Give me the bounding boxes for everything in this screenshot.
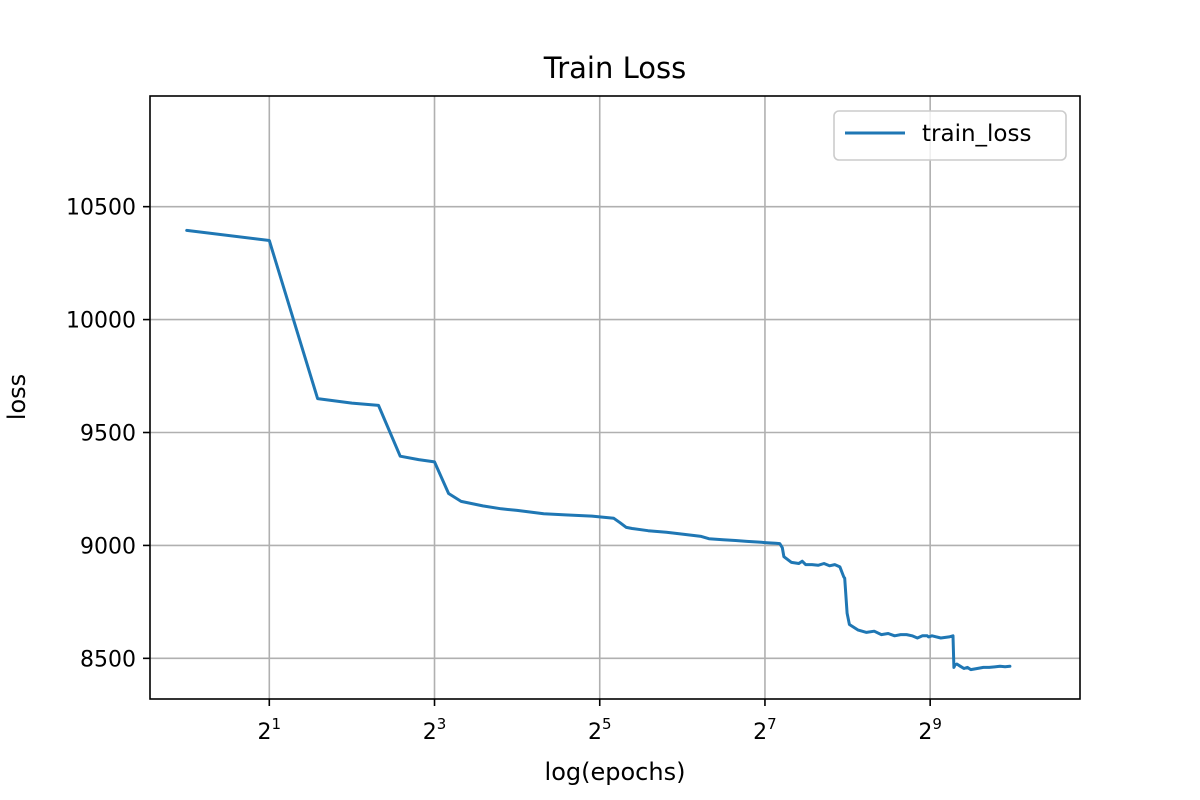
x-tick-base: 2 bbox=[588, 720, 602, 745]
grid-lines bbox=[150, 96, 1080, 699]
x-tick-base: 2 bbox=[753, 720, 767, 745]
train-loss-line bbox=[185, 228, 1012, 672]
x-axis-label: log(epochs) bbox=[545, 758, 686, 786]
x-tick-base: 2 bbox=[423, 720, 437, 745]
x-tick-exponent: 5 bbox=[602, 715, 612, 733]
legend: train_loss bbox=[833, 110, 1067, 161]
chart-title: Train Loss bbox=[543, 51, 686, 85]
x-tick-label: 23 bbox=[423, 715, 447, 745]
y-axis-label: loss bbox=[3, 374, 31, 420]
x-tick-label: 25 bbox=[588, 715, 612, 745]
x-tick-label: 21 bbox=[258, 715, 282, 745]
y-tick-label: 9500 bbox=[80, 422, 136, 447]
x-tick-exponent: 3 bbox=[437, 715, 447, 733]
x-tick-exponent: 1 bbox=[272, 715, 282, 733]
y-tick-label: 10000 bbox=[66, 309, 136, 334]
x-tick-label: 29 bbox=[918, 715, 942, 745]
y-tick-label: 8500 bbox=[80, 647, 136, 672]
x-tick-exponent: 7 bbox=[767, 715, 777, 733]
plot-frame bbox=[149, 95, 1081, 700]
x-tick-base: 2 bbox=[258, 720, 272, 745]
x-tick-label: 27 bbox=[753, 715, 777, 745]
legend-label-train-loss: train_loss bbox=[922, 121, 1031, 147]
x-tick-base: 2 bbox=[918, 720, 932, 745]
x-tick-exponent: 9 bbox=[932, 715, 942, 733]
y-tick-label: 10500 bbox=[66, 196, 136, 221]
legend-box bbox=[833, 110, 1067, 161]
y-tick-label: 9000 bbox=[80, 534, 136, 559]
